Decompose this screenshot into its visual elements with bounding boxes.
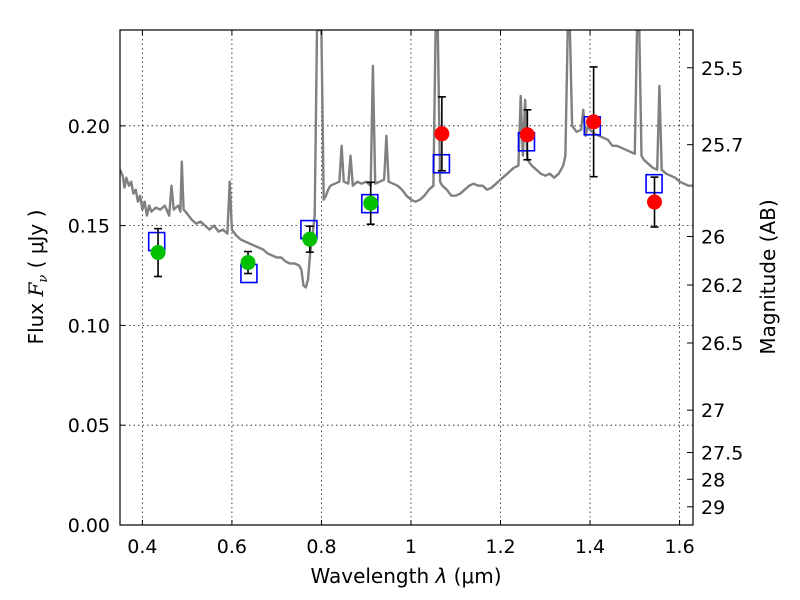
y-tick-label: 0.15 bbox=[68, 216, 110, 238]
observed-point bbox=[586, 66, 602, 178]
plot-frame bbox=[119, 29, 694, 526]
right-tick-label: 27 bbox=[701, 400, 725, 422]
right-tick-label: 25.7 bbox=[701, 135, 743, 157]
y-tick-label: 0.10 bbox=[68, 315, 110, 337]
observed-marker bbox=[302, 231, 318, 247]
data-marks bbox=[147, 66, 663, 284]
x-tick-label: 1.2 bbox=[485, 536, 515, 558]
observed-marker bbox=[434, 126, 450, 142]
observed-marker bbox=[363, 195, 379, 211]
observed-point bbox=[647, 176, 663, 228]
observed-marker bbox=[519, 127, 535, 143]
x-tick-label: 0.4 bbox=[127, 536, 157, 558]
y-tick-label: 0.00 bbox=[68, 515, 110, 537]
observed-point bbox=[302, 225, 318, 253]
observed-point bbox=[150, 227, 166, 278]
right-tick-label: 26 bbox=[701, 226, 725, 248]
observed-point bbox=[434, 96, 450, 172]
observed-point bbox=[240, 250, 256, 275]
observed-marker bbox=[586, 114, 602, 130]
right-axis-label: Magnitude (AB) bbox=[756, 199, 780, 354]
y-tick-label: 0.05 bbox=[68, 415, 110, 437]
x-tick-label: 1 bbox=[405, 536, 417, 558]
axis-ticks: 0.4 0.6 0.8 1 1.2 1.4 1.6 0.00 0.05 0.10 0.15 0.20 2… bbox=[68, 30, 743, 558]
right-tick-label: 29 bbox=[701, 497, 725, 519]
right-tick-label: 26.5 bbox=[701, 333, 743, 355]
y-tick-label: 0.20 bbox=[68, 116, 110, 138]
observed-point bbox=[519, 109, 535, 161]
x-tick-label: 0.8 bbox=[306, 536, 336, 558]
observed-marker bbox=[647, 194, 663, 210]
right-tick-label: 26.2 bbox=[701, 275, 743, 297]
right-tick-label: 28 bbox=[701, 469, 725, 491]
x-tick-label: 0.6 bbox=[217, 536, 247, 558]
observed-point bbox=[363, 181, 379, 226]
x-tick-label: 1.6 bbox=[664, 536, 694, 558]
right-tick-label: 27.5 bbox=[701, 443, 743, 465]
observed-marker bbox=[150, 245, 166, 261]
right-tick-label: 25.5 bbox=[701, 58, 743, 80]
x-axis-label: Wavelength λ (μm) bbox=[310, 564, 501, 588]
observed-marker bbox=[240, 255, 256, 271]
y-axis-label: Flux Fν ( μJy ) bbox=[24, 210, 51, 345]
x-tick-label: 1.4 bbox=[575, 536, 605, 558]
